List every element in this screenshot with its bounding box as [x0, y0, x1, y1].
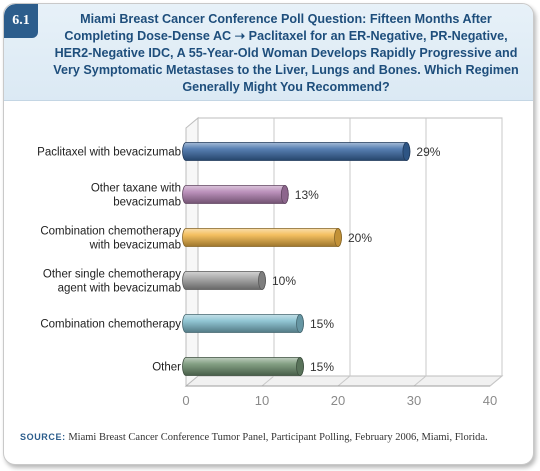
gridline-floor [413, 375, 427, 387]
category-label: with bevacizumab [89, 240, 181, 252]
bar-end-cap [334, 228, 342, 247]
bar [182, 142, 411, 161]
bar-value-label: 15% [310, 360, 334, 374]
category-label: Combination chemotherapy [40, 319, 181, 331]
x-tick-label: 0 [182, 393, 189, 408]
bar-end-cap [402, 142, 411, 161]
category-label: Other taxane with [91, 183, 181, 195]
title-banner: 6.1 Miami Breast Cancer Conference Poll … [4, 4, 533, 101]
bar-value-label: 13% [295, 188, 319, 202]
bar [182, 314, 304, 333]
chart-title: Miami Breast Cancer Conference Poll Ques… [53, 12, 519, 94]
gridline-floor [337, 375, 351, 387]
bar-end-cap [280, 185, 289, 204]
category-label: bevacizumab [113, 197, 181, 209]
bar-end-cap [258, 271, 266, 290]
bar-value-label: 20% [348, 231, 372, 245]
category-label: Other single chemotherapy [43, 269, 181, 281]
gridline-floor [261, 375, 275, 387]
bar-end-cap [296, 314, 304, 333]
x-tick-label: 30 [407, 393, 421, 408]
source-text: Miami Breast Cancer Conference Tumor Pan… [68, 432, 488, 443]
category-label: Other [152, 362, 181, 374]
bar-value-label: 29% [416, 145, 440, 159]
category-label: Paclitaxel with bevacizumab [37, 147, 181, 159]
bar-end-cap [296, 357, 304, 376]
gridline-floor [489, 375, 503, 387]
category-label: Combination chemotherapy [40, 226, 181, 238]
bar [182, 357, 304, 376]
source-label: SOURCE: [20, 432, 66, 442]
x-tick-label: 10 [255, 393, 269, 408]
bar [182, 228, 342, 247]
x-tick-label: 20 [331, 393, 345, 408]
bar-value-label: 15% [310, 317, 334, 331]
bar-value-label: 10% [272, 274, 296, 288]
category-label: agent with bevacizumab [58, 283, 181, 295]
source-note: SOURCE: Miami Breast Cancer Conference T… [20, 432, 520, 443]
bar [182, 185, 289, 204]
bar [182, 271, 266, 290]
figure-number-badge: 6.1 [4, 4, 38, 38]
x-tick-label: 40 [483, 393, 497, 408]
